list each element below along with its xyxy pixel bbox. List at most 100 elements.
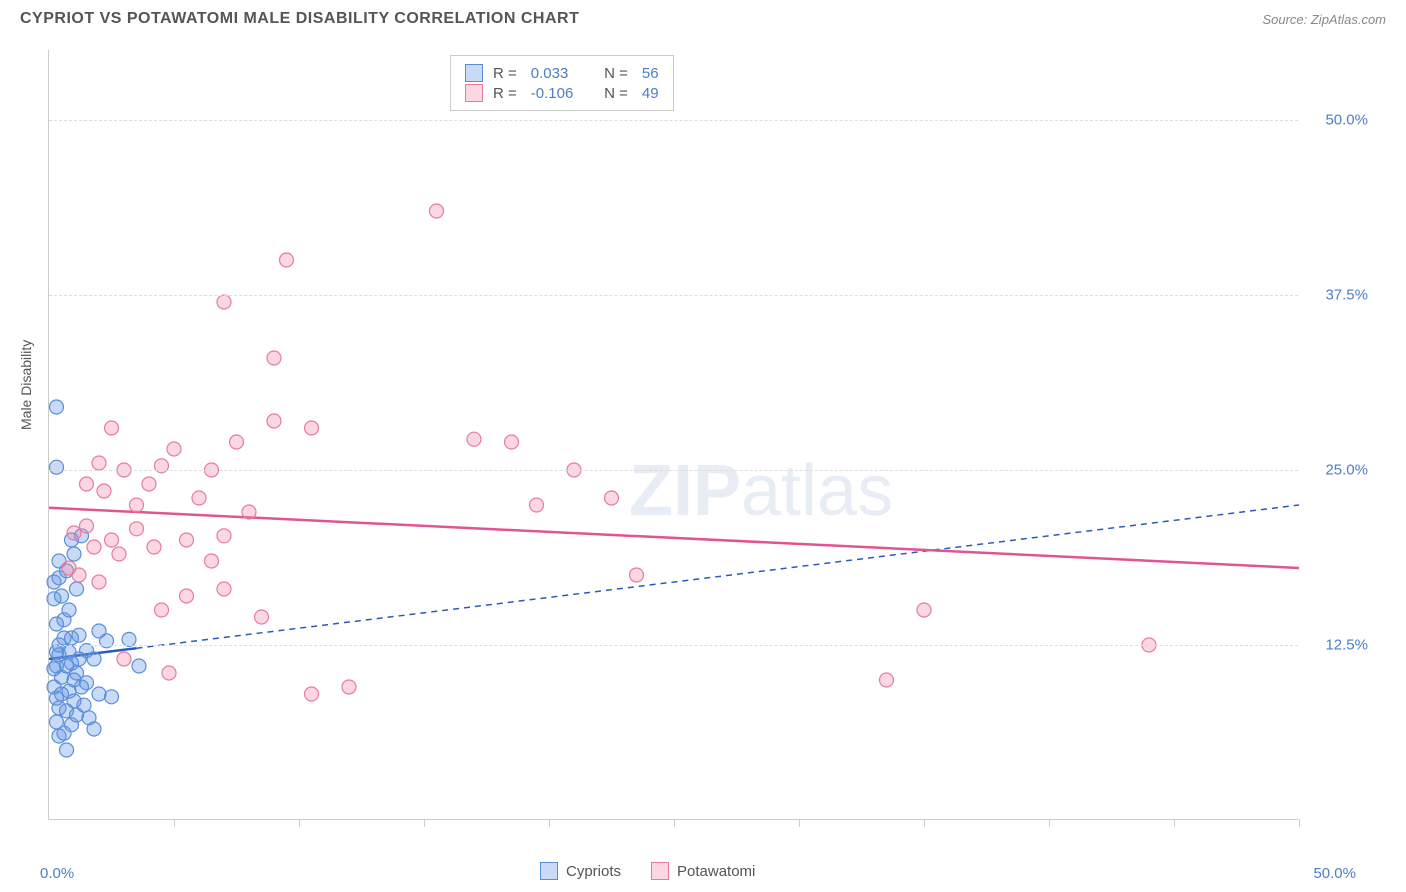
legend-r-label: R = <box>493 65 517 82</box>
data-point <box>105 690 119 704</box>
data-point <box>305 687 319 701</box>
data-point <box>505 435 519 449</box>
data-point <box>50 691 64 705</box>
data-point <box>180 589 194 603</box>
data-point <box>180 533 194 547</box>
x-tick <box>549 819 550 827</box>
data-point <box>280 253 294 267</box>
data-point <box>97 484 111 498</box>
x-tick <box>674 819 675 827</box>
legend-n-value: 49 <box>642 85 659 102</box>
data-point <box>60 743 74 757</box>
data-point <box>130 522 144 536</box>
series-legend: Cypriots Potawatomi <box>540 862 755 880</box>
legend-row: R = 0.033 N = 56 <box>465 64 659 82</box>
data-point <box>205 554 219 568</box>
gridline <box>49 295 1298 296</box>
data-point <box>80 676 94 690</box>
correlation-legend: R = 0.033 N = 56R = -0.106 N = 49 <box>450 55 674 111</box>
legend-r-value: -0.106 <box>531 85 586 102</box>
legend-n-label: N = <box>596 65 628 82</box>
data-point <box>72 568 86 582</box>
data-point <box>112 547 126 561</box>
x-tick <box>924 819 925 827</box>
data-point <box>105 421 119 435</box>
data-point <box>305 421 319 435</box>
data-point <box>55 589 69 603</box>
data-point <box>217 295 231 309</box>
data-point <box>117 652 131 666</box>
data-point <box>342 680 356 694</box>
data-point <box>92 687 106 701</box>
data-point <box>67 547 81 561</box>
data-point <box>147 540 161 554</box>
data-point <box>67 526 81 540</box>
data-point <box>92 456 106 470</box>
data-point <box>70 582 84 596</box>
data-point <box>217 529 231 543</box>
chart-header: CYPRIOT VS POTAWATOMI MALE DISABILITY CO… <box>0 0 1406 33</box>
data-point <box>630 568 644 582</box>
x-tick <box>1174 819 1175 827</box>
x-tick <box>799 819 800 827</box>
legend-row: R = -0.106 N = 49 <box>465 84 659 102</box>
x-axis-min-label: 0.0% <box>40 865 74 882</box>
data-point <box>242 505 256 519</box>
data-point <box>50 400 64 414</box>
legend-r-value: 0.033 <box>531 65 586 82</box>
legend-swatch <box>651 862 669 880</box>
data-point <box>267 351 281 365</box>
series-legend-label: Potawatomi <box>677 863 755 880</box>
data-point <box>467 432 481 446</box>
x-axis-max-label: 50.0% <box>1313 865 1356 882</box>
data-point <box>155 603 169 617</box>
legend-r-label: R = <box>493 85 517 102</box>
gridline <box>49 120 1298 121</box>
series-legend-label: Cypriots <box>566 863 621 880</box>
legend-n-value: 56 <box>642 65 659 82</box>
data-point <box>87 652 101 666</box>
gridline <box>49 645 1298 646</box>
data-point <box>80 519 94 533</box>
data-point <box>65 656 79 670</box>
data-point <box>67 673 81 687</box>
data-point <box>192 491 206 505</box>
data-point <box>105 533 119 547</box>
y-tick-label: 25.0% <box>1308 462 1368 479</box>
x-tick <box>1299 819 1300 827</box>
data-point <box>57 631 71 645</box>
x-tick <box>174 819 175 827</box>
y-tick-label: 12.5% <box>1308 637 1368 654</box>
data-point <box>167 442 181 456</box>
data-point <box>52 729 66 743</box>
series-legend-item: Cypriots <box>540 862 621 880</box>
data-point <box>605 491 619 505</box>
data-point <box>92 575 106 589</box>
data-point <box>230 435 244 449</box>
legend-swatch <box>465 64 483 82</box>
chart-title: CYPRIOT VS POTAWATOMI MALE DISABILITY CO… <box>20 10 579 28</box>
data-point <box>72 628 86 642</box>
trend-line <box>49 508 1299 568</box>
x-tick <box>424 819 425 827</box>
gridline <box>49 470 1298 471</box>
data-point <box>430 204 444 218</box>
data-point <box>132 659 146 673</box>
data-point <box>880 673 894 687</box>
y-axis-label: Male Disability <box>18 340 34 430</box>
legend-swatch <box>540 862 558 880</box>
data-point <box>87 540 101 554</box>
data-point <box>50 645 64 659</box>
x-tick <box>299 819 300 827</box>
data-point <box>80 477 94 491</box>
y-tick-label: 50.0% <box>1308 112 1368 129</box>
chart-plot-area: ZIPatlas 12.5%25.0%37.5%50.0% <box>48 50 1298 820</box>
chart-source: Source: ZipAtlas.com <box>1262 12 1386 27</box>
x-tick <box>1049 819 1050 827</box>
data-point <box>130 498 144 512</box>
data-point <box>55 670 69 684</box>
legend-swatch <box>465 84 483 102</box>
legend-n-label: N = <box>596 85 628 102</box>
y-tick-label: 37.5% <box>1308 287 1368 304</box>
data-point <box>162 666 176 680</box>
